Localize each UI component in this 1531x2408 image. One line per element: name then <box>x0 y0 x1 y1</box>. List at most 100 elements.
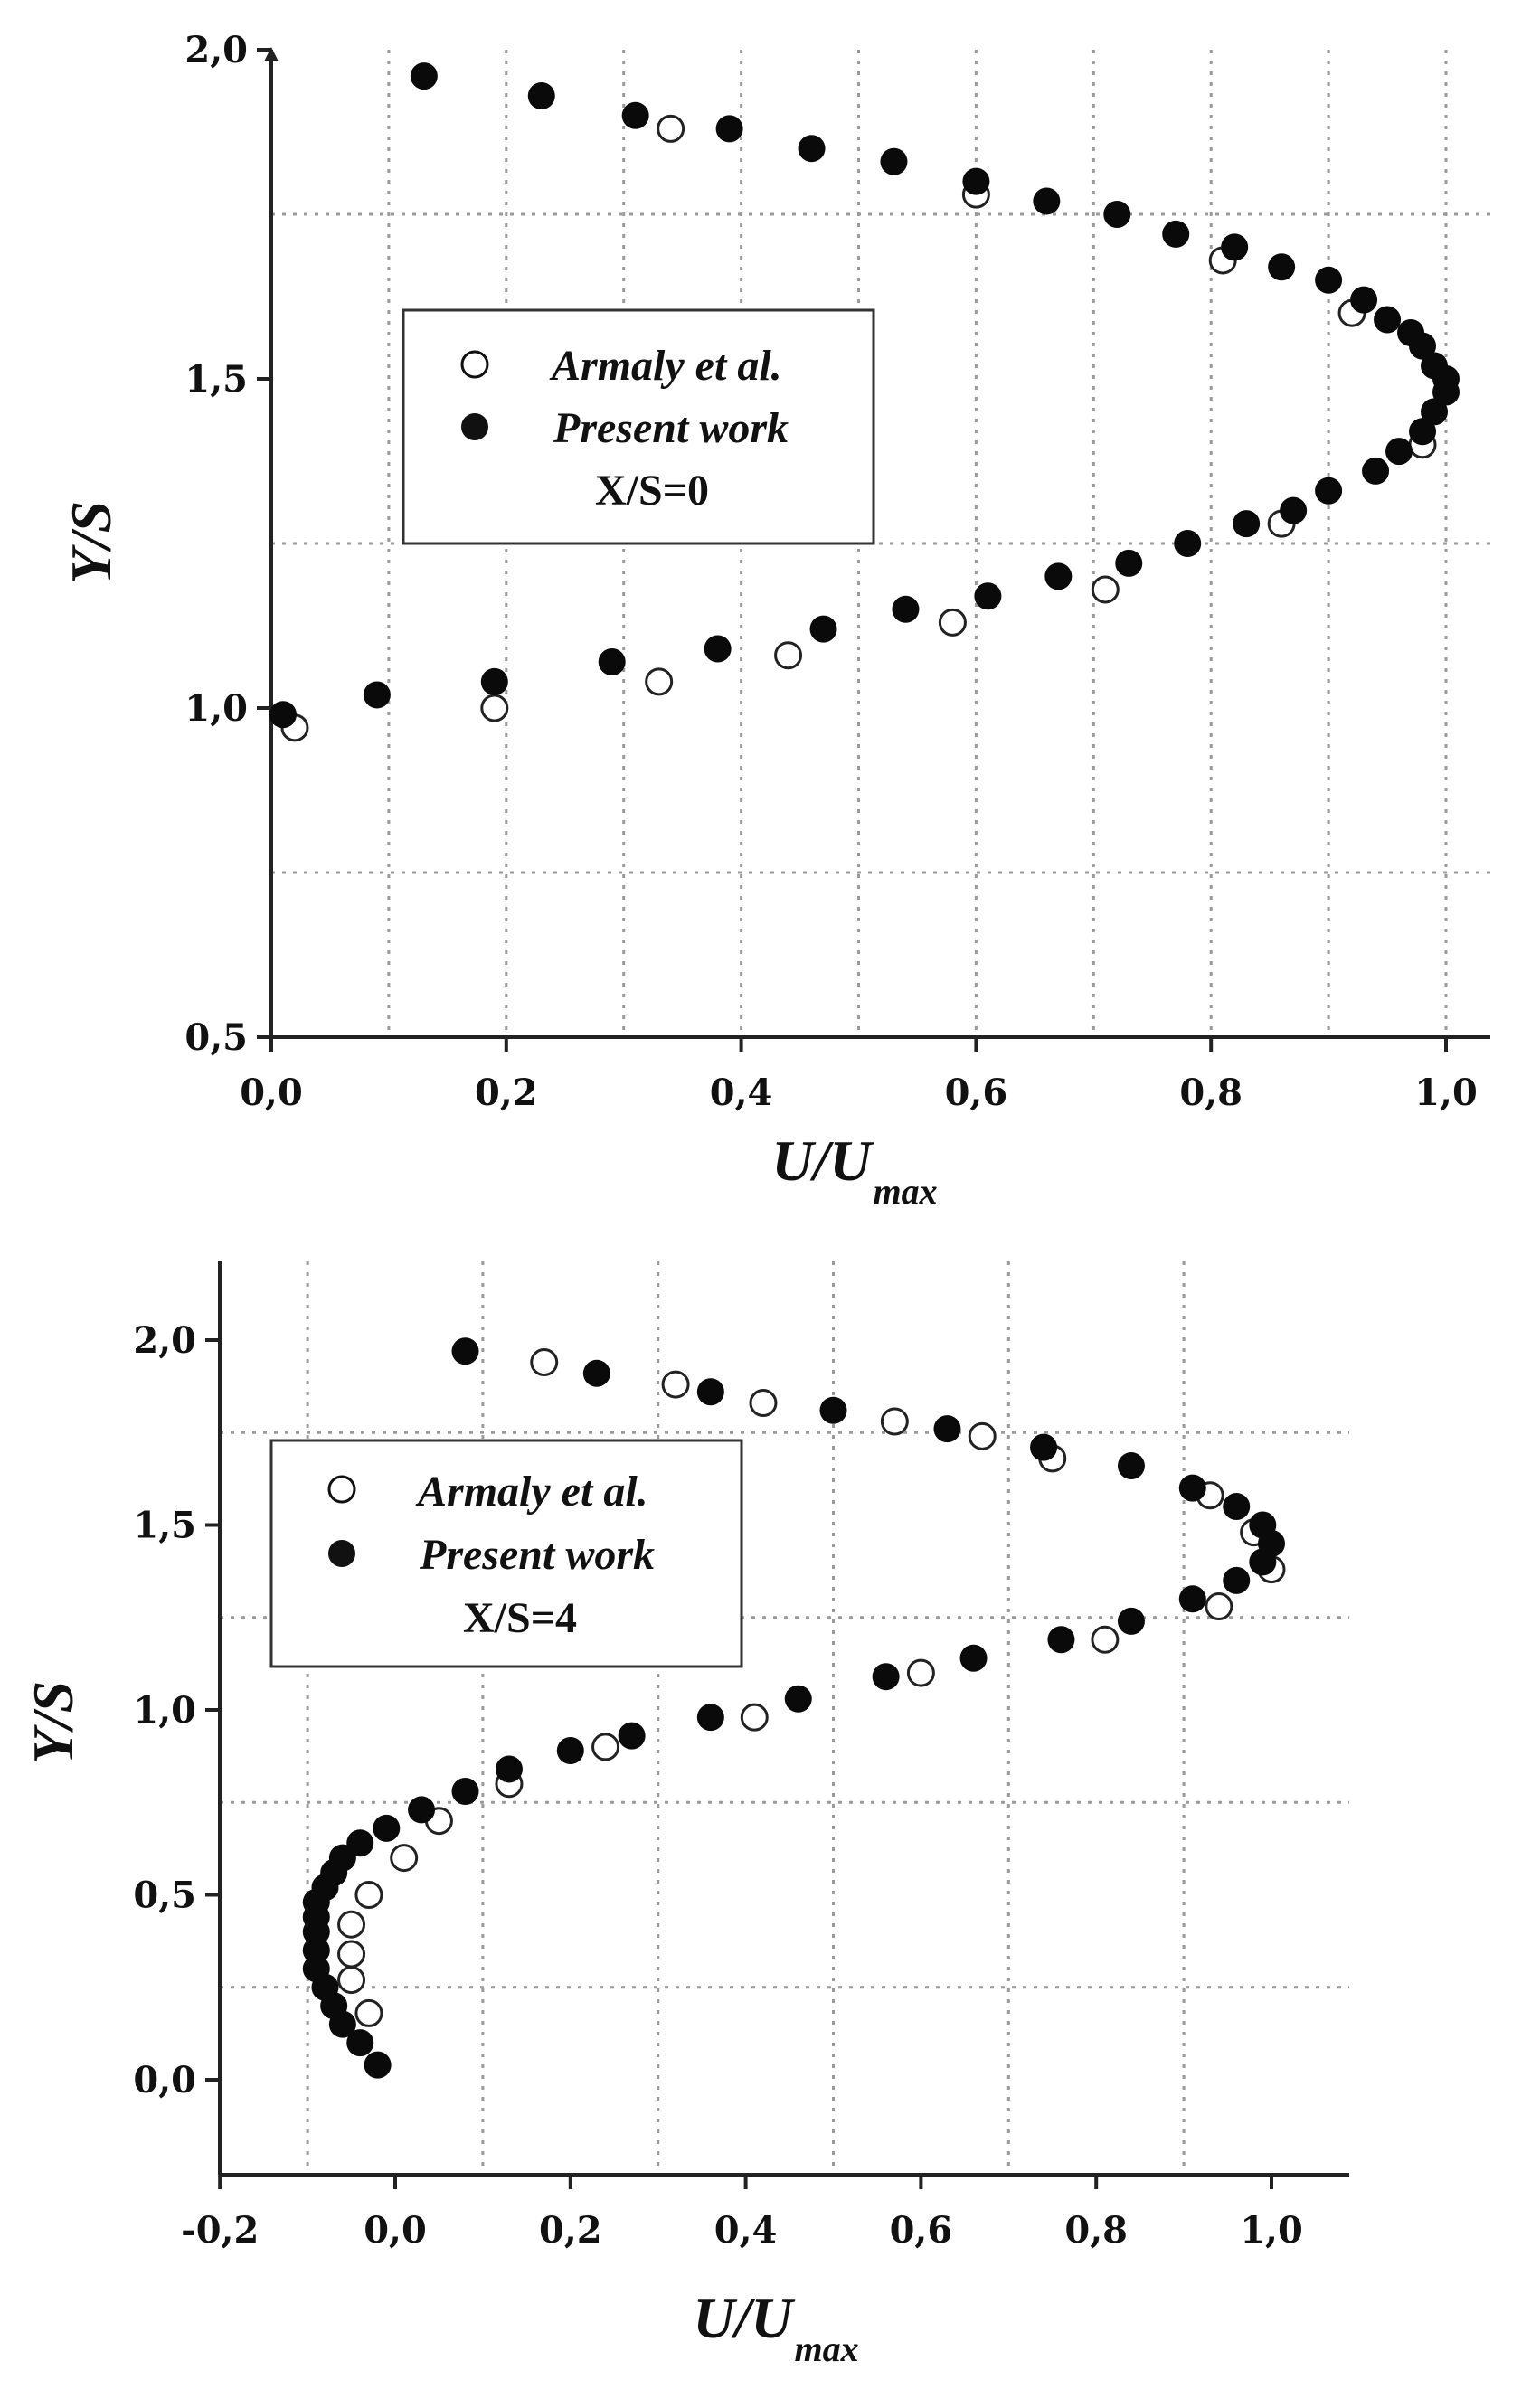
data-point-present-work <box>346 1829 374 1857</box>
data-point-present-work <box>1033 187 1061 215</box>
data-point-armaly <box>480 694 509 722</box>
legend: Armaly et al. Present work X/S=0 <box>402 308 875 545</box>
data-point-present-work <box>1233 510 1261 538</box>
y-tick-label: 1,0 <box>133 1689 196 1732</box>
legend-label-present: Present work <box>419 1531 655 1579</box>
legend-marker-open-circle <box>327 1475 356 1504</box>
data-point-present-work <box>451 1777 479 1805</box>
data-point-present-work <box>962 167 990 195</box>
data-point-present-work <box>1409 418 1437 446</box>
ticks-bottom: -0,2 0,0 0,2 0,4 0,6 0,8 1,0 0,0 0,5 1,0 1,5 2,0 <box>133 1319 1302 2252</box>
legend-annotation: X/S=0 <box>595 467 709 515</box>
x-axis-title-sub: max <box>874 1171 938 1212</box>
data-point-present-work <box>809 615 837 643</box>
legend-marker-filled-circle <box>328 1540 355 1567</box>
x-tick-label: 0,0 <box>240 1072 303 1114</box>
x-axis-title-main: U/U <box>771 1128 874 1193</box>
data-point-present-work <box>1350 286 1378 314</box>
marks-top <box>269 62 1460 742</box>
data-point-present-work <box>621 101 649 129</box>
data-point-present-work <box>1115 549 1143 577</box>
x-tick-label: 1,0 <box>1414 1072 1478 1114</box>
data-point-present-work <box>1103 201 1131 228</box>
data-point-armaly <box>968 1421 997 1450</box>
data-point-present-work <box>704 635 732 663</box>
data-point-present-work <box>880 147 908 175</box>
legend-label-armaly: Armaly et al. <box>415 1468 648 1516</box>
y-tick-label: 2,0 <box>184 29 248 71</box>
data-point-armaly <box>1091 575 1120 604</box>
grid-top <box>271 50 1490 1037</box>
data-point-present-work <box>1047 1626 1075 1654</box>
data-point-present-work <box>1249 1511 1277 1539</box>
x-tick-label: 0,6 <box>890 2209 953 2252</box>
data-point-armaly <box>337 1966 366 1995</box>
data-point-present-work <box>598 648 626 676</box>
data-point-present-work <box>1280 496 1308 524</box>
marks-bottom <box>302 1337 1286 2079</box>
x-tick-label: 0,8 <box>1064 2209 1128 2252</box>
data-point-present-work <box>1397 319 1425 347</box>
data-point-armaly <box>774 641 803 670</box>
y-axis-arrow <box>264 47 279 61</box>
x-axis-title: U/Umax <box>771 1128 937 1212</box>
data-point-present-work <box>1421 398 1449 426</box>
data-point-present-work <box>451 1337 479 1365</box>
x-tick-label: 0,4 <box>714 2209 778 2252</box>
data-point-present-work <box>527 81 555 109</box>
data-point-present-work <box>1117 1607 1145 1635</box>
data-point-present-work <box>696 1704 724 1732</box>
x-tick-label: 0,4 <box>710 1072 773 1114</box>
data-point-armaly <box>1091 1625 1120 1654</box>
data-point-armaly <box>645 667 674 696</box>
chart-bottom: -0,2 0,0 0,2 0,4 0,6 0,8 1,0 0,0 0,5 1,0 1,5 2,0 Y/… <box>21 1261 1349 2369</box>
y-tick-label: 1,5 <box>184 358 248 401</box>
data-point-armaly <box>591 1733 620 1761</box>
legend: Armaly et al. Present work X/S=4 <box>269 1439 743 1668</box>
data-point-present-work <box>373 1814 401 1842</box>
y-tick-label: 0,5 <box>184 1016 248 1059</box>
data-point-present-work <box>1374 306 1402 334</box>
data-point-present-work <box>959 1644 988 1672</box>
data-point-armaly <box>390 1844 419 1873</box>
data-point-armaly <box>354 1998 383 2027</box>
data-point-present-work <box>1268 253 1296 281</box>
ticks-top: 0,0 0,2 0,4 0,6 0,8 1,0 0,5 1,0 1,5 2,0 <box>184 29 1477 1114</box>
data-point-present-work <box>696 1378 724 1406</box>
data-point-present-work <box>1117 1452 1145 1480</box>
data-point-present-work <box>269 701 297 729</box>
data-point-present-work <box>784 1685 812 1713</box>
x-tick-label: 1,0 <box>1240 2209 1303 2252</box>
data-point-present-work <box>1223 1566 1251 1594</box>
data-point-present-work <box>798 135 826 163</box>
data-point-present-work <box>715 115 743 143</box>
data-point-present-work <box>974 582 1002 610</box>
data-point-present-work <box>1030 1433 1058 1461</box>
x-axis-title: U/Umax <box>693 2286 858 2369</box>
data-point-present-work <box>1178 1474 1206 1502</box>
data-point-armaly <box>938 608 967 637</box>
x-axis-title-main: U/U <box>693 2286 795 2350</box>
data-point-armaly <box>1205 1591 1233 1620</box>
data-point-present-work <box>408 1796 436 1824</box>
x-tick-label: 0,2 <box>475 1072 538 1114</box>
data-point-present-work <box>1044 562 1073 590</box>
x-axis-title-sub: max <box>795 2328 859 2369</box>
data-point-present-work <box>1223 1493 1251 1521</box>
legend-label-present: Present work <box>553 404 789 452</box>
data-point-present-work <box>480 667 508 695</box>
data-point-present-work <box>1178 1585 1206 1613</box>
data-point-present-work <box>346 2029 374 2057</box>
data-point-present-work <box>582 1359 610 1387</box>
legend-label-armaly: Armaly et al. <box>549 342 782 390</box>
data-point-armaly <box>880 1407 909 1436</box>
y-axis-title: Y/S <box>21 1681 85 1764</box>
grid-bottom <box>220 1261 1349 2175</box>
data-point-present-work <box>1174 530 1202 557</box>
data-point-present-work <box>1385 438 1413 466</box>
data-point-armaly <box>530 1348 559 1377</box>
data-point-armaly <box>337 1940 366 1969</box>
chart-top: 0,0 0,2 0,4 0,6 0,8 1,0 0,5 1,0 1,5 2,0 Y/S U/Uma… <box>59 29 1490 1212</box>
data-point-present-work <box>872 1663 900 1691</box>
data-point-armaly <box>657 114 685 143</box>
